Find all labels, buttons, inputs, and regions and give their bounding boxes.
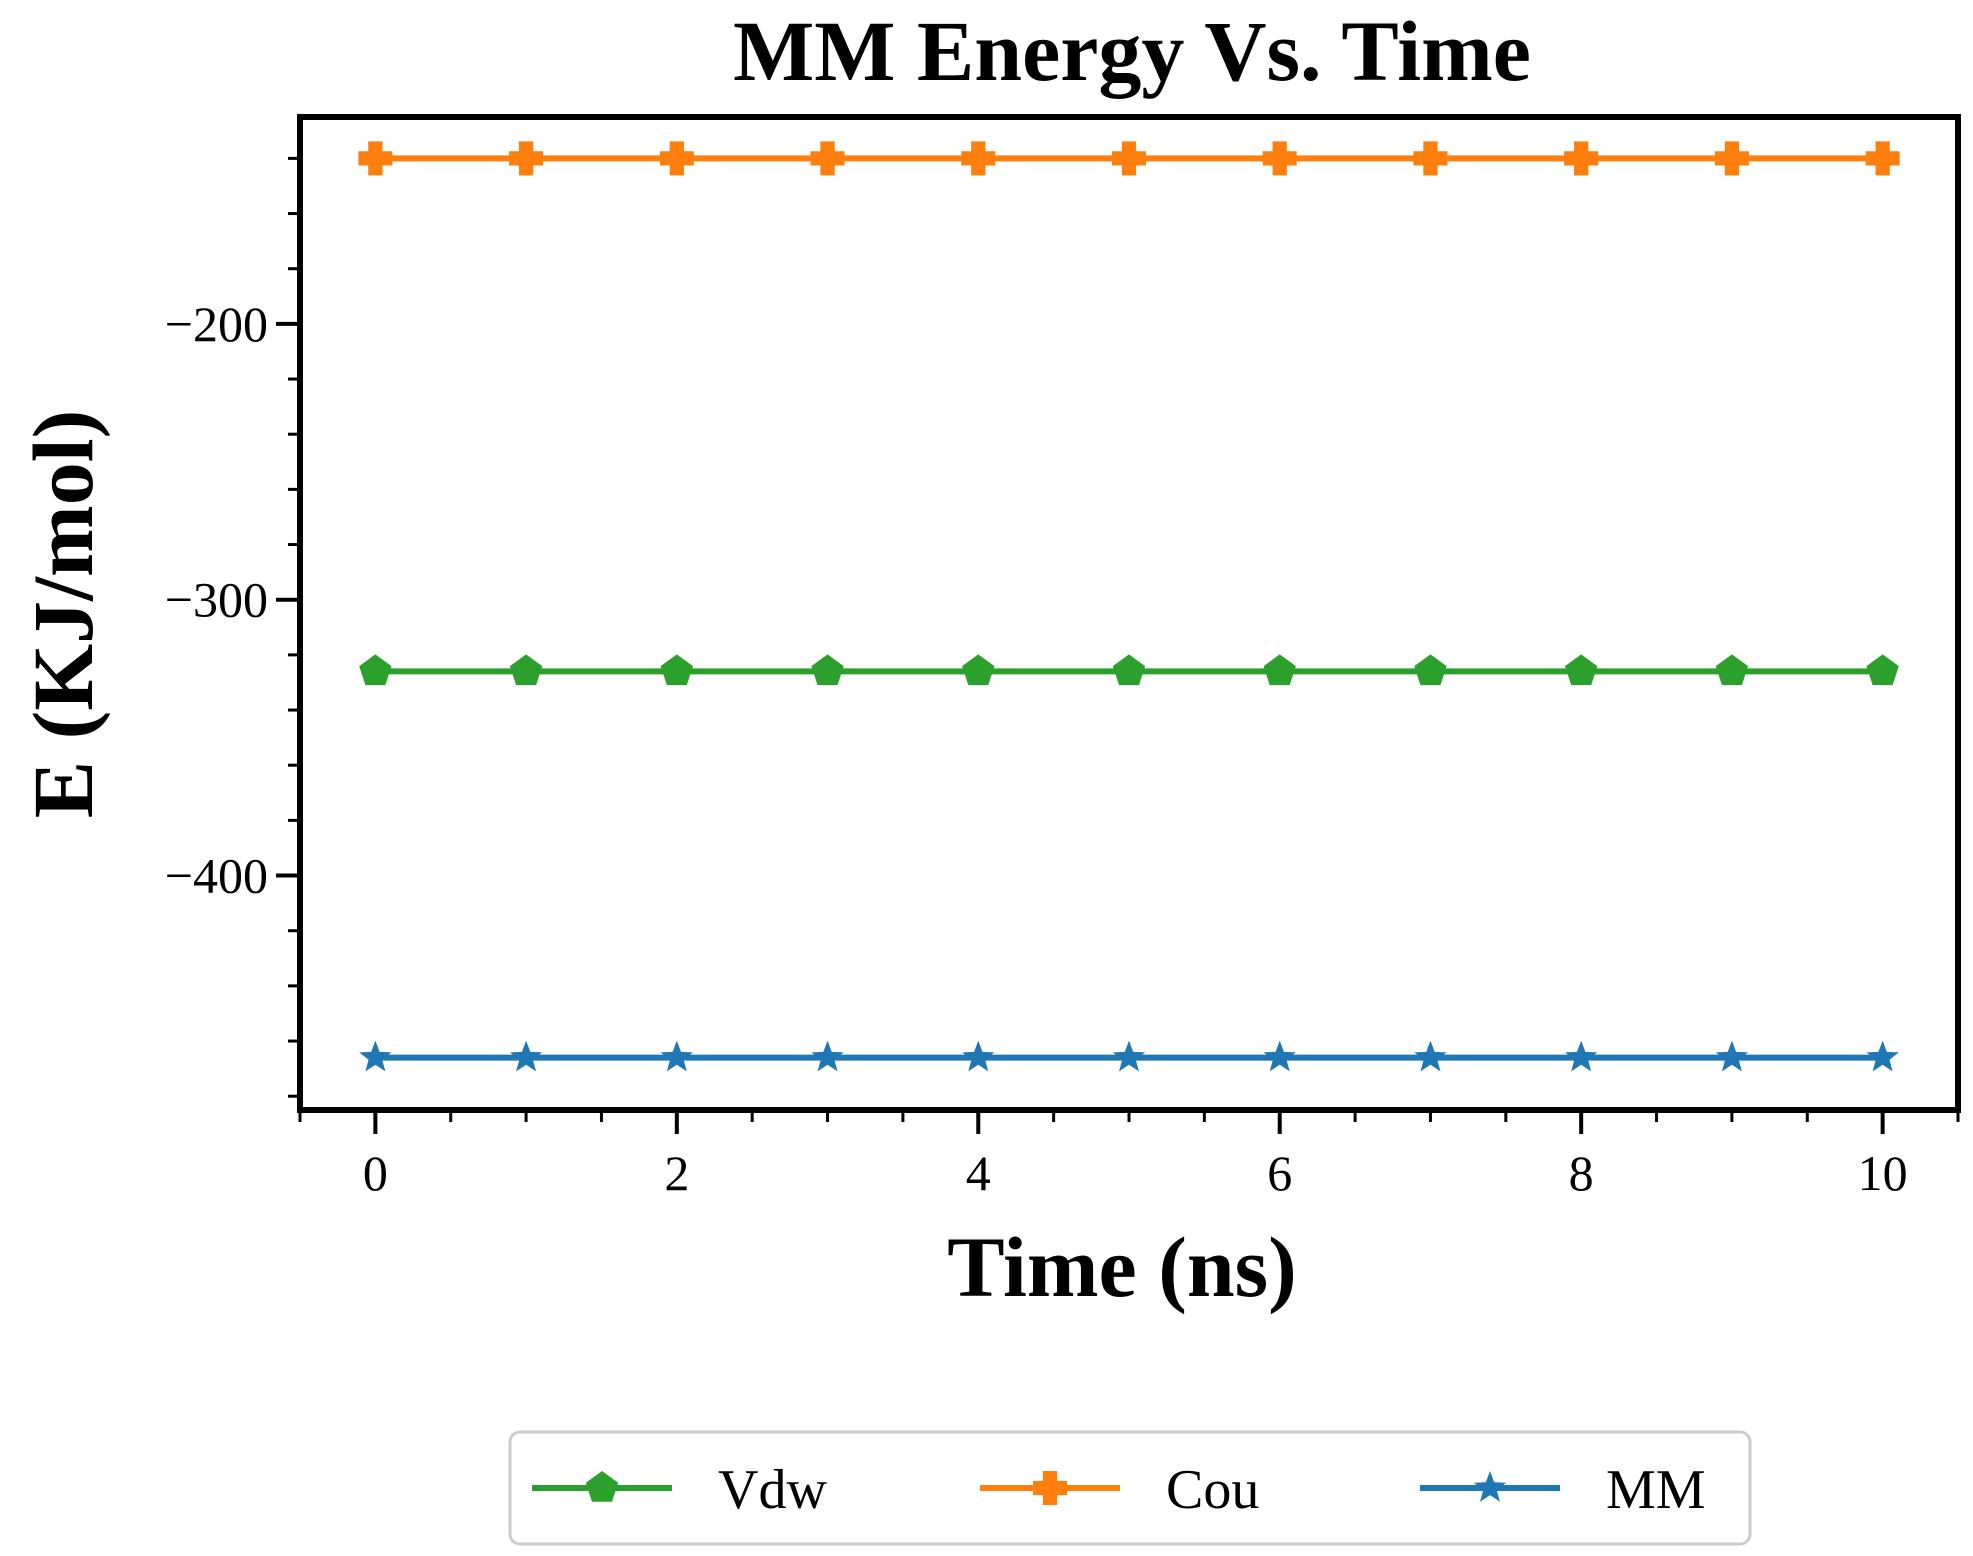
legend-label-vdw: Vdw [718,1459,827,1521]
data-point-mm [1565,1040,1598,1072]
data-point-vdw [1263,654,1296,686]
data-point-mm [509,1040,543,1072]
chart-title: MM Energy Vs. Time [733,3,1531,99]
data-point-vdw [811,654,844,686]
data-point-cou [659,141,694,176]
x-tick-label: 4 [966,1145,991,1201]
data-point-mm [1715,1040,1749,1072]
data-point-mm [1414,1040,1447,1072]
plot-area: −200 −300 −400 0 2 4 6 8 10 [165,114,1961,1201]
x-tick-label: 2 [664,1145,689,1201]
data-point-cou [1413,141,1448,176]
data-point-vdw [1715,654,1749,686]
data-point-mm [660,1040,693,1072]
legend-box [508,1430,1752,1546]
data-point-cou [358,141,393,176]
data-point-mm [811,1040,844,1072]
legend: Vdw Cou MM [508,1430,1752,1546]
data-point-cou [509,141,544,176]
data-point-cou [1714,141,1749,176]
data-point-vdw [359,654,392,686]
data-point-vdw [1112,654,1146,686]
y-tick-label: −200 [165,296,268,352]
y-tick-label: −400 [165,848,268,904]
data-point-mm [1866,1040,1899,1072]
data-point-vdw [962,654,995,686]
x-axis-label: Time (ns) [947,1219,1297,1315]
data-point-cou [810,141,845,176]
x-tick-label: 8 [1569,1145,1594,1201]
legend-label-cou: Cou [1166,1459,1259,1521]
x-tick-label: 0 [363,1145,388,1201]
legend-label-mm: MM [1606,1459,1706,1521]
data-point-cou [1865,141,1900,176]
data-point-vdw [509,654,543,686]
data-point-cou [1262,141,1297,176]
data-point-vdw [1565,654,1598,686]
data-point-cou [1112,141,1146,176]
data-point-mm [359,1040,392,1072]
data-point-cou [1564,141,1599,176]
legend-marker-mm [1473,1471,1507,1502]
data-point-vdw [660,654,693,686]
y-tick-label: −300 [165,572,268,628]
data-point-vdw [1414,654,1447,686]
data-point-mm [962,1040,995,1072]
data-point-vdw [1866,654,1899,686]
legend-marker-cou [1033,1471,1067,1505]
x-tick-label: 6 [1267,1145,1292,1201]
data-point-cou [961,141,996,176]
x-tick-label: 10 [1858,1145,1908,1201]
y-axis-label: E (KJ/mol) [15,410,111,818]
legend-marker-vdw [585,1471,619,1502]
plot-frame [297,114,1961,1113]
data-point-mm [1263,1040,1296,1072]
data-point-mm [1112,1040,1146,1072]
